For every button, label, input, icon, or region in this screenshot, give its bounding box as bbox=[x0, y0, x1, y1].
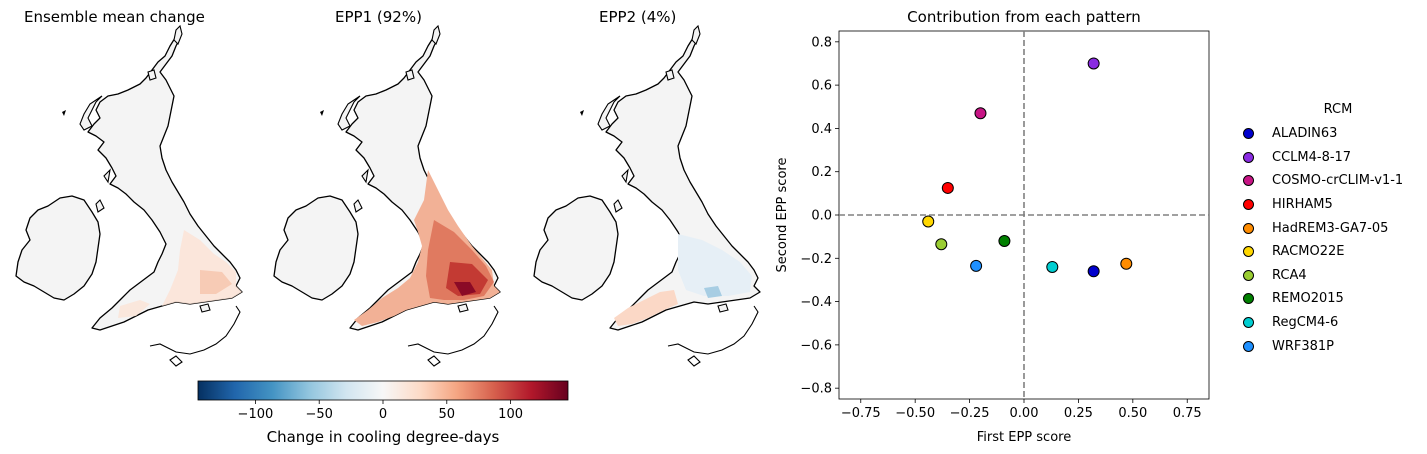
map-epp1 bbox=[273, 25, 501, 367]
colorbar-tick-label: 50 bbox=[439, 407, 456, 422]
point-rca4 bbox=[935, 238, 948, 251]
x-tick-label: 0.25 bbox=[1064, 406, 1093, 421]
y-axis-label: Second EPP score bbox=[775, 158, 790, 273]
y-tick-label: −0.4 bbox=[800, 295, 832, 310]
legend-item: WRF381P bbox=[1238, 334, 1427, 358]
legend-label: WRF381P bbox=[1272, 338, 1335, 354]
point-cosmo-crclim-v1-1 bbox=[974, 107, 987, 120]
colorbar-tick-label: −100 bbox=[238, 407, 274, 422]
y-tick-label: 0.8 bbox=[811, 35, 832, 50]
point-racmo22e bbox=[922, 215, 935, 228]
legend-item: CCLM4-8-17 bbox=[1238, 146, 1427, 170]
x-tick-label: −0.75 bbox=[841, 406, 881, 421]
legend-label: HadREM3-GA7-05 bbox=[1272, 220, 1389, 236]
legend-item: ALADIN63 bbox=[1238, 122, 1427, 146]
point-hadrem3-ga7-05 bbox=[1120, 257, 1133, 270]
legend-label: HIRHAM5 bbox=[1272, 197, 1333, 213]
legend-label: ALADIN63 bbox=[1272, 126, 1338, 142]
point-hirham5 bbox=[941, 181, 954, 194]
map-title-epp1: EPP1 (92%) bbox=[335, 8, 422, 26]
legend-marker bbox=[1243, 199, 1254, 211]
x-tick-label: −0.50 bbox=[895, 406, 935, 421]
x-axis-label: First EPP score bbox=[977, 430, 1071, 445]
map-ensemble-mean bbox=[15, 25, 243, 367]
legend-marker bbox=[1243, 340, 1254, 352]
chart-title: Contribution from each pattern bbox=[907, 8, 1141, 26]
y-tick-label: 0.0 bbox=[811, 209, 832, 224]
point-cclm4-8-17 bbox=[1087, 57, 1100, 70]
legend-label: RegCM4-6 bbox=[1272, 315, 1339, 331]
legend-item: REMO2015 bbox=[1238, 287, 1427, 311]
legend-marker bbox=[1243, 222, 1254, 234]
map-epp2 bbox=[533, 25, 761, 367]
legend-marker bbox=[1243, 293, 1254, 305]
legend-item: RCA4 bbox=[1238, 264, 1427, 288]
legend-label: REMO2015 bbox=[1272, 291, 1344, 307]
colorbar-tick-label: 100 bbox=[498, 407, 523, 422]
point-remo2015 bbox=[998, 234, 1011, 247]
x-tick-label: 0.00 bbox=[1010, 406, 1039, 421]
y-tick-label: 0.2 bbox=[811, 165, 832, 180]
point-aladin63 bbox=[1087, 265, 1100, 278]
legend-marker bbox=[1243, 151, 1254, 163]
legend-marker bbox=[1243, 175, 1254, 187]
legend-items: ALADIN63 CCLM4-8-17 COSMO-crCLIM-v1-1 HIRHA… bbox=[1238, 122, 1427, 358]
y-tick-label: 0.6 bbox=[811, 79, 832, 94]
legend-item: RegCM4-6 bbox=[1238, 311, 1427, 335]
legend-marker bbox=[1243, 317, 1254, 329]
y-tick-label: −0.6 bbox=[800, 338, 832, 353]
maps-area: −100 −50 0 50 100 Change in cooling degree-d… bbox=[15, 25, 761, 446]
y-tick-label: 0.4 bbox=[811, 122, 832, 137]
scatter-points bbox=[922, 57, 1133, 278]
y-axis-ticks: −0.8 −0.6 −0.4 −0.2 0.0 0.2 0.4 0.6 0.8 bbox=[800, 35, 839, 397]
colorbar-tick-label: −50 bbox=[305, 407, 332, 422]
reference-lines bbox=[839, 31, 1209, 399]
point-regcm4-6 bbox=[1046, 260, 1059, 273]
legend-title: RCM bbox=[1323, 102, 1353, 117]
legend-item: HadREM3-GA7-05 bbox=[1238, 216, 1427, 240]
x-axis-ticks: −0.75 −0.50 −0.25 0.00 0.25 0.50 0.75 bbox=[841, 399, 1202, 421]
map-title-ensemble-mean: Ensemble mean change bbox=[24, 8, 205, 26]
scatter-chart: Contribution from each pattern −0.75 −0.5… bbox=[775, 8, 1210, 445]
x-tick-label: 0.75 bbox=[1173, 406, 1202, 421]
legend-item: COSMO-crCLIM-v1-1 bbox=[1238, 169, 1427, 193]
legend-label: RACMO22E bbox=[1272, 244, 1345, 260]
colorbar-tick-label: 0 bbox=[379, 407, 387, 422]
legend: RCM ALADIN63 CCLM4-8-17 COSMO-crCLIM-v1-1 H… bbox=[1238, 102, 1427, 358]
y-tick-label: −0.2 bbox=[800, 252, 832, 267]
colorbar-ticks: −100 −50 0 50 100 bbox=[238, 400, 523, 422]
legend-label: COSMO-crCLIM-v1-1 bbox=[1272, 173, 1404, 189]
legend-item: RACMO22E bbox=[1238, 240, 1427, 264]
legend-label: RCA4 bbox=[1272, 267, 1307, 283]
legend-label: CCLM4-8-17 bbox=[1272, 149, 1352, 165]
colorbar bbox=[197, 380, 569, 401]
colorbar-label: Change in cooling degree-days bbox=[267, 428, 500, 446]
legend-marker bbox=[1243, 246, 1254, 258]
legend-marker bbox=[1243, 128, 1254, 140]
legend-marker bbox=[1243, 269, 1254, 281]
x-tick-label: 0.50 bbox=[1118, 406, 1147, 421]
legend-item: HIRHAM5 bbox=[1238, 193, 1427, 217]
y-tick-label: −0.8 bbox=[800, 382, 832, 397]
map-title-epp2: EPP2 (4%) bbox=[599, 8, 677, 26]
point-wrf381p bbox=[970, 259, 983, 272]
x-tick-label: −0.25 bbox=[950, 406, 990, 421]
